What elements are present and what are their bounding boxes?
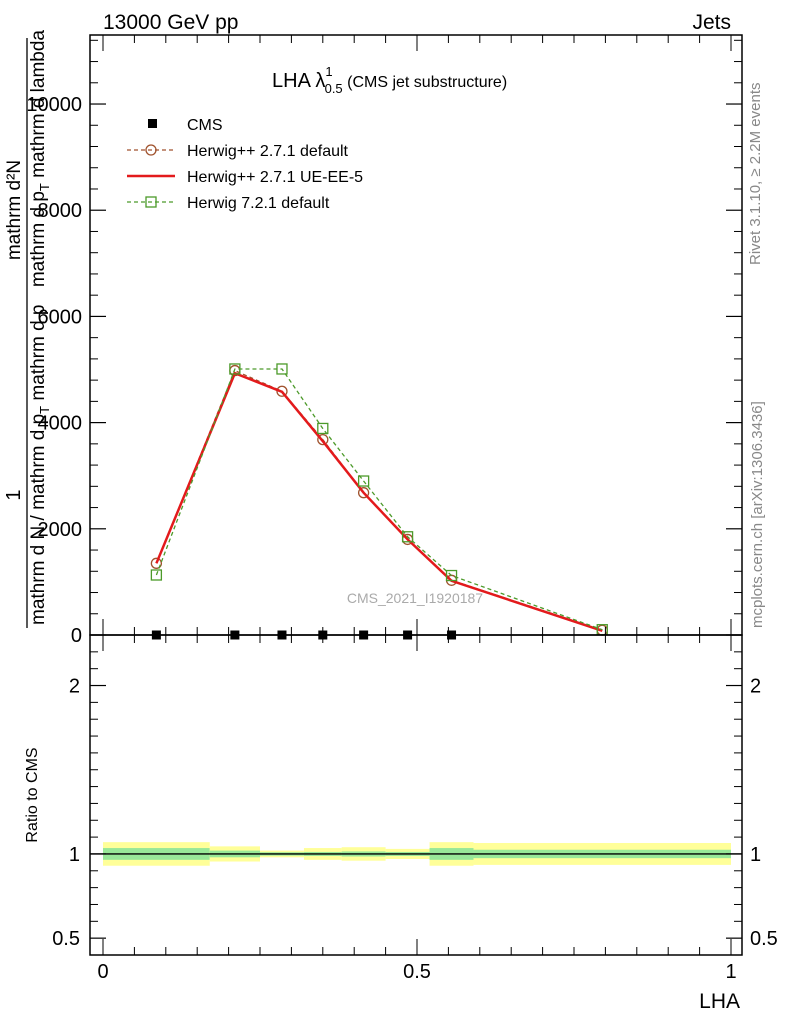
title-sup: 1 [325,64,332,79]
herwig7-marker [401,531,414,543]
ratio-y-tick-label-right: 1 [750,844,761,866]
ylabel-mid: mathrm d N / mathrm d pT mathrm d p [28,305,52,626]
x-tick-label: 0 [97,961,108,983]
x-tick-label: 0.5 [403,961,431,983]
ylabel-mid-sub: T [37,406,52,414]
herwig-default-marker [357,487,370,499]
herwig-default-marker [150,557,163,569]
herwig-ueee5-line [155,371,603,632]
ratio-ylabel: Ratio to CMS [24,747,41,842]
ratio-plot: 0.5 0.5 1 1 2 2 0 0.5 1 [52,634,778,983]
herwig7-marker [317,422,329,435]
title-suffix: (CMS jet substructure) [343,74,507,91]
legend-herwig7-label: Herwig 7.2.1 default [187,195,330,212]
ylabel-denominator: mathrm d pT mathrm d lambda [28,30,52,288]
herwig7-marker [357,475,370,487]
herwig7-marker [229,363,241,375]
ratio-y-tick-label-right: 2 [750,676,761,698]
title-main: LHA λ [272,70,325,92]
ratio-y-tick-label: 0.5 [52,928,80,950]
ylabel-top: 1 [3,489,25,500]
y-tick-label: 10000 [26,94,82,116]
herwig7-line [155,368,603,631]
herwig-default-marker [317,433,329,446]
plot-title: LHA λ1 0.5 (CMS jet substructure) [272,64,507,96]
herwig7-marker [276,363,288,375]
y-tick-label: 8000 [38,200,83,222]
ratio-y-tick-label-right: 0.5 [750,928,778,950]
ylabel-den-sub: T [37,183,52,191]
main-plot: 0 2000 4000 6000 8000 10000 [26,34,743,647]
y-tick-label: 4000 [38,413,83,435]
legend-herwig-default-marker [145,144,157,156]
process-label: 13000 GeV pp [103,11,238,34]
legend-cms-marker [148,119,157,128]
herwig-default-marker [276,385,288,397]
ylabel-mid-a: mathrm d N / mathrm d p [28,414,49,625]
herwig7-marker [445,569,458,582]
ratio-plot-frame [89,634,743,956]
y-tick-label: 0 [71,625,82,647]
mcplots-label: mcplots.cern.ch [arXiv:1306.3436] [749,401,766,628]
y-tick-label: 6000 [38,306,83,328]
category-label: Jets [692,11,731,34]
x-tick-label: 1 [725,961,736,983]
ylabel-mid-b: mathrm d p [28,305,49,406]
legend-herwig-default-label: Herwig++ 2.7.1 default [187,143,349,160]
title-sub: 0.5 [325,81,343,96]
ylabel-den-b: mathrm d lambda [28,30,49,184]
herwig7-marker [150,569,163,581]
ratio-y-tick-label: 2 [69,676,80,698]
legend-herwig7-marker [145,196,157,208]
analysis-watermark: CMS_2021_I1920187 [347,590,483,606]
ylabel-numerator: mathrm d²N [4,160,25,260]
y-tick-label: 2000 [38,519,83,541]
legend-herwig-ueee5-label: Herwig++ 2.7.1 UE-EE-5 [187,169,363,186]
legend-cms-label: CMS [187,117,223,134]
rivet-label: Rivet 3.1.10, ≥ 2.2M events [747,83,764,266]
ratio-y-tick-label: 1 [69,844,80,866]
legend: CMS Herwig++ 2.7.1 default Herwig++ 2.7.… [127,117,363,212]
main-ylabel: 1 mathrm d²N mathrm d N / mathrm d pT ma… [3,30,52,628]
ratio-xlabel: LHA [699,990,740,1013]
ylabel-den-a: mathrm d p [28,191,49,287]
